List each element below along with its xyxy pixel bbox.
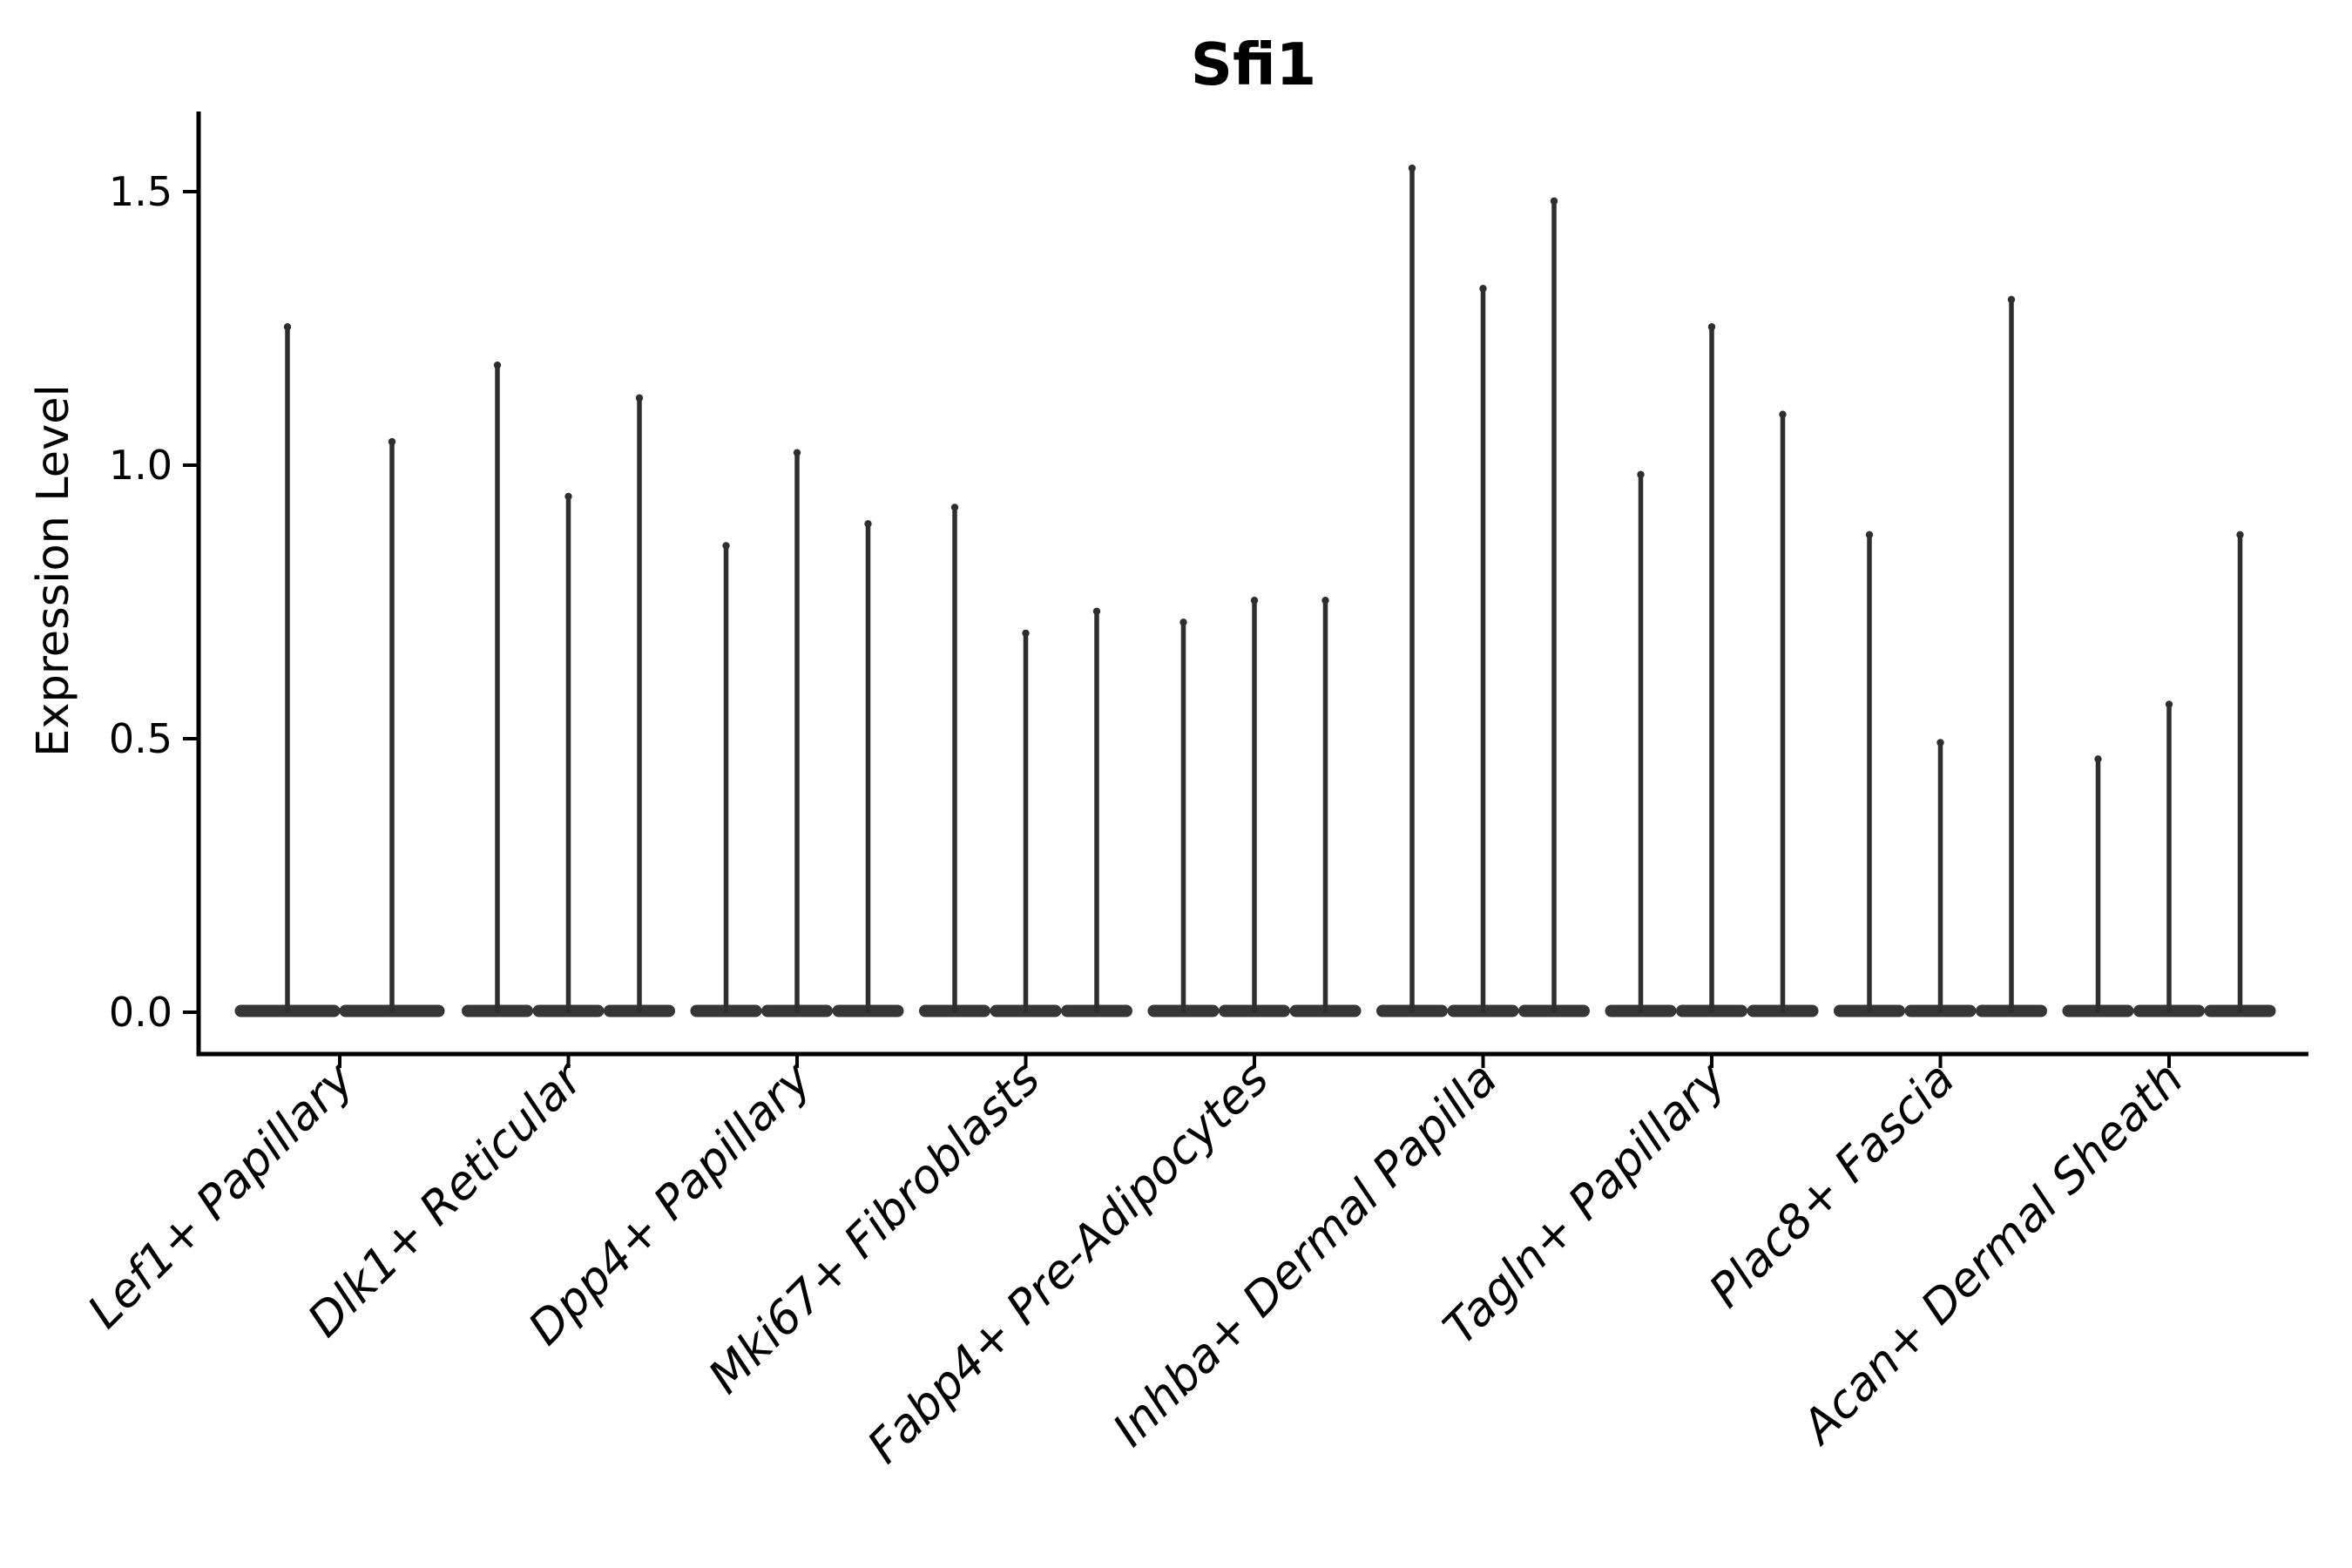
violin-top-cap [1022,629,1030,638]
violin-top-cap [1408,164,1416,172]
violin-top-cap [1550,197,1558,205]
violin [690,542,762,1017]
chart-title: Sfi1 [1191,30,1317,98]
violin [990,629,1062,1017]
violin [532,492,605,1017]
violin [2133,700,2205,1017]
violin [1147,618,1220,1017]
y-tick-label: 1.0 [109,442,172,489]
x-tick-label: Plac8+ Fascia [1700,1052,1965,1318]
violin-top-cap [635,394,644,402]
violin [1518,197,1590,1017]
violin [2204,531,2276,1017]
violin [1061,607,1132,1017]
violin [604,394,675,1017]
violin-top-cap [793,449,801,456]
violin-top-cap [1321,597,1329,605]
violin-top-cap [1865,531,1874,539]
violin-top-cap [1779,410,1787,418]
violin [1834,531,1905,1017]
violin [1676,323,1747,1017]
violin [2062,755,2134,1017]
y-axis-ticks: 0.0 0.5 1.0 1.5 [109,168,199,1036]
violin-top-cap [1479,285,1487,293]
violin-top-cap [2165,700,2173,708]
violin-top-cap [722,542,730,550]
violin [1747,410,1819,1017]
y-axis-label: Expression Level [28,384,79,757]
violin-top-cap [564,492,572,501]
violin-top-cap [1707,323,1716,331]
y-tick-label: 0.0 [109,989,172,1036]
violin [1605,470,1677,1017]
violin [1904,739,1977,1017]
violin [1219,597,1290,1017]
y-tick-label: 1.5 [109,168,172,215]
violin-top-cap [493,361,502,369]
violin-top-cap [1250,597,1259,605]
violin-top-cap [2094,755,2102,763]
violin-glyphs [234,164,2276,1017]
violin-top-cap [283,323,292,331]
violin [462,361,533,1017]
x-tick-label: Inhba+ Dermal Papilla [1103,1052,1507,1456]
violin [339,437,445,1017]
violin-top-cap [2007,295,2016,304]
violin [832,520,904,1017]
violin-top-cap [2236,531,2244,539]
violin-top-cap [950,504,959,511]
violin [1447,285,1519,1017]
violin-top-cap [1179,618,1187,626]
violin-top-cap [1637,470,1645,478]
violin [1376,164,1448,1017]
x-tick-label: Acan+ Dermal Sheath [1791,1052,2194,1456]
violin [761,449,833,1017]
violin [1976,295,2047,1017]
violin [234,323,341,1017]
violin [919,504,990,1017]
violin-top-cap [1092,607,1101,615]
violin-top-cap [388,437,396,446]
y-tick-label: 0.5 [109,715,172,762]
axes-spines [196,112,2308,1057]
violin-top-cap [864,520,872,528]
violin-top-cap [1936,739,1944,747]
violin [1289,597,1362,1017]
x-tick-label: Fabp4+ Pre-Adipocytes [858,1052,1280,1474]
